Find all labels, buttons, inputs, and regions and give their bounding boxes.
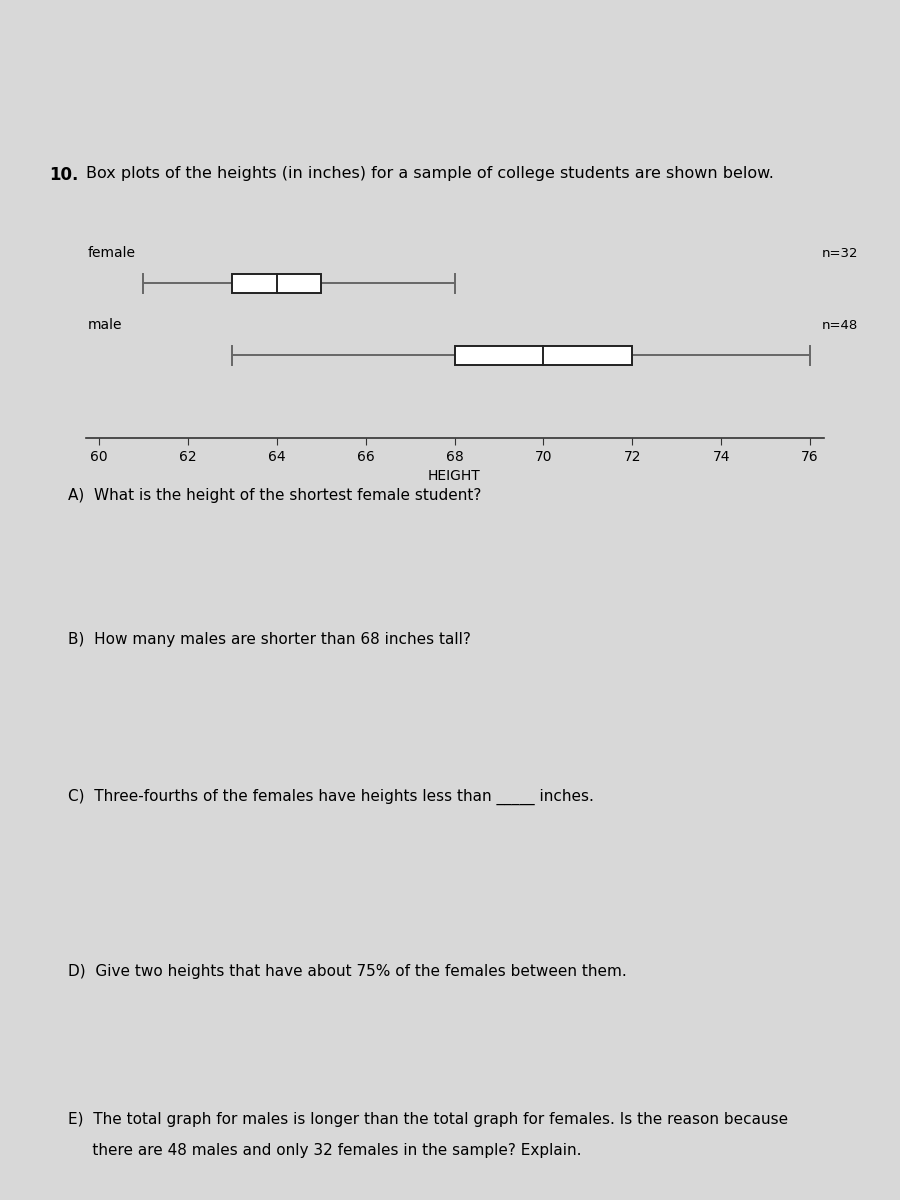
Text: n=48: n=48	[822, 319, 858, 332]
Text: female: female	[87, 246, 136, 260]
Text: Box plots of the heights (in inches) for a sample of college students are shown : Box plots of the heights (in inches) for…	[86, 166, 773, 180]
Text: B)  How many males are shorter than 68 inches tall?: B) How many males are shorter than 68 in…	[68, 632, 471, 647]
Text: there are 48 males and only 32 females in the sample? Explain.: there are 48 males and only 32 females i…	[68, 1142, 581, 1158]
Text: E)  The total graph for males is longer than the total graph for females. Is the: E) The total graph for males is longer t…	[68, 1112, 788, 1127]
Text: A)  What is the height of the shortest female student?: A) What is the height of the shortest fe…	[68, 487, 481, 503]
Text: 10.: 10.	[50, 166, 79, 184]
Bar	[232, 274, 321, 293]
X-axis label: HEIGHT: HEIGHT	[428, 469, 481, 484]
Text: male: male	[87, 318, 122, 332]
Text: n=32: n=32	[822, 247, 858, 260]
Bar	[454, 346, 633, 365]
Text: C)  Three-fourths of the females have heights less than _____ inches.: C) Three-fourths of the females have hei…	[68, 788, 593, 805]
Text: D)  Give two heights that have about 75% of the females between them.: D) Give two heights that have about 75% …	[68, 964, 626, 979]
